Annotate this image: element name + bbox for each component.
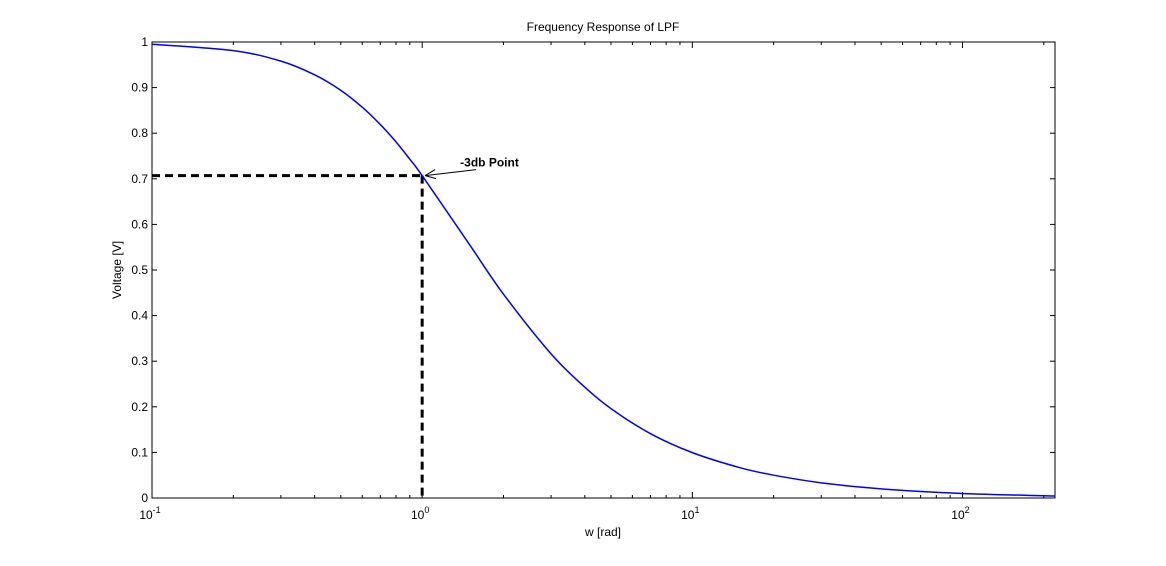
- x-tick-label: 100: [411, 505, 429, 522]
- annotation-arrow-line: [425, 169, 477, 177]
- axes-box: [151, 41, 1056, 499]
- y-tick-label: 0.8: [131, 126, 148, 140]
- tick-marks: [151, 41, 1055, 499]
- y-tick-label: 0.7: [131, 172, 148, 186]
- x-tick-labels: 10-1 100 101 102: [139, 505, 969, 522]
- x-axis-label: w [rad]: [584, 525, 621, 539]
- y-tick-label: 0.1: [131, 445, 148, 459]
- series-line: [151, 43, 1056, 497]
- chart-title: Frequency Response of LPF: [527, 20, 680, 34]
- x-tick-label: 10-1: [139, 505, 160, 522]
- annotation-layer: -3db Point: [424, 156, 519, 180]
- y-tick-label: 0.9: [131, 81, 148, 95]
- x-tick-label: 102: [951, 505, 969, 522]
- y-axis-label: Voltage [V]: [110, 241, 124, 299]
- y-tick-label: 0.6: [131, 217, 148, 231]
- y-tick-label: 0.2: [131, 400, 148, 414]
- annotation-label: -3db Point: [460, 156, 519, 170]
- series-layer: [151, 43, 1056, 497]
- y-tick-label: 0.4: [131, 309, 148, 323]
- y-tick-label: 0.5: [131, 263, 148, 277]
- x-tick-label: 101: [681, 505, 699, 522]
- reference-lines: [152, 174, 424, 498]
- annotation-arrow-head: [424, 169, 437, 180]
- y-tick-label: 0: [141, 491, 148, 505]
- y-tick-labels: 0 0.1 0.2 0.3 0.4 0.5 0.6 0.7 0.8 0.9 1: [131, 35, 148, 505]
- y-tick-label: 0.3: [131, 354, 148, 368]
- y-tick-label: 1: [141, 35, 148, 49]
